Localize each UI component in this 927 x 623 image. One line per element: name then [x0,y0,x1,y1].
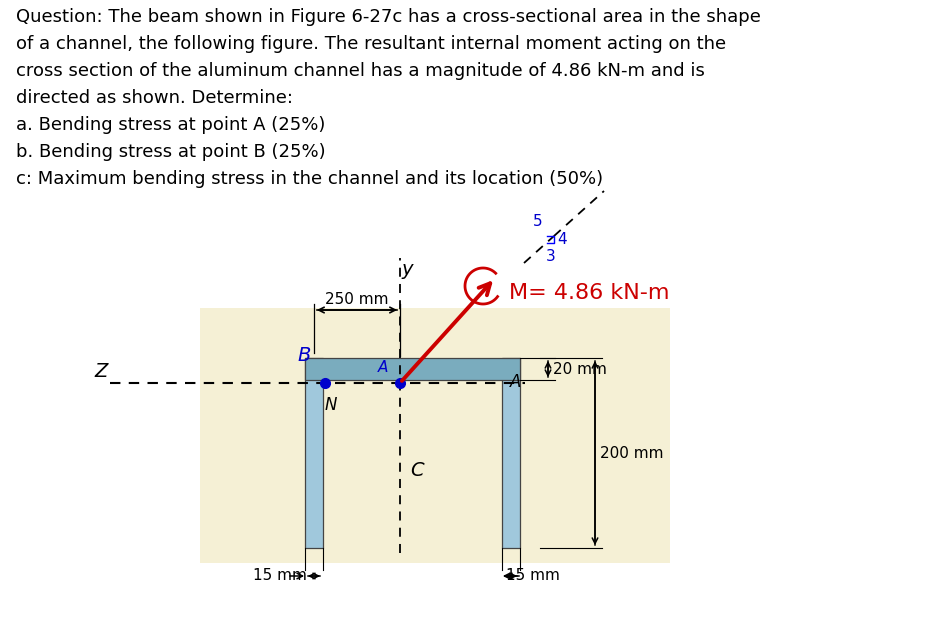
Text: c: Maximum bending stress in the channel and its location (50%): c: Maximum bending stress in the channel… [16,170,603,188]
Bar [200,308,669,563]
Text: Z: Z [95,362,108,381]
Text: cross section of the aluminum channel has a magnitude of 4.86 kN-m and is: cross section of the aluminum channel ha… [16,62,705,80]
Text: 4: 4 [556,232,566,247]
Text: M= 4.86 kN-m: M= 4.86 kN-m [508,283,668,303]
Text: directed as shown. Determine:: directed as shown. Determine: [16,89,293,107]
Text: 15 mm: 15 mm [253,568,307,583]
Text: 20 mm: 20 mm [552,361,606,376]
Text: B: B [297,346,310,365]
Text: b. Bending stress at point B (25%): b. Bending stress at point B (25%) [16,143,325,161]
Text: Question: The beam shown in Figure 6-27c has a cross-sectional area in the shape: Question: The beam shown in Figure 6-27c… [16,8,760,26]
Text: 5: 5 [533,214,542,229]
Bar [502,358,519,548]
Bar [305,358,519,380]
Text: y: y [400,260,413,279]
Text: of a channel, the following figure. The resultant internal moment acting on the: of a channel, the following figure. The … [16,35,725,53]
Text: A: A [510,373,521,391]
Text: N: N [324,396,337,414]
Text: 15 mm: 15 mm [505,568,559,583]
Text: A: A [377,359,387,374]
Bar [305,358,323,548]
Text: 250 mm: 250 mm [324,292,388,307]
Text: 200 mm: 200 mm [600,445,663,460]
Text: C: C [411,461,424,480]
Text: 3: 3 [545,249,554,264]
Text: a. Bending stress at point A (25%): a. Bending stress at point A (25%) [16,116,325,134]
